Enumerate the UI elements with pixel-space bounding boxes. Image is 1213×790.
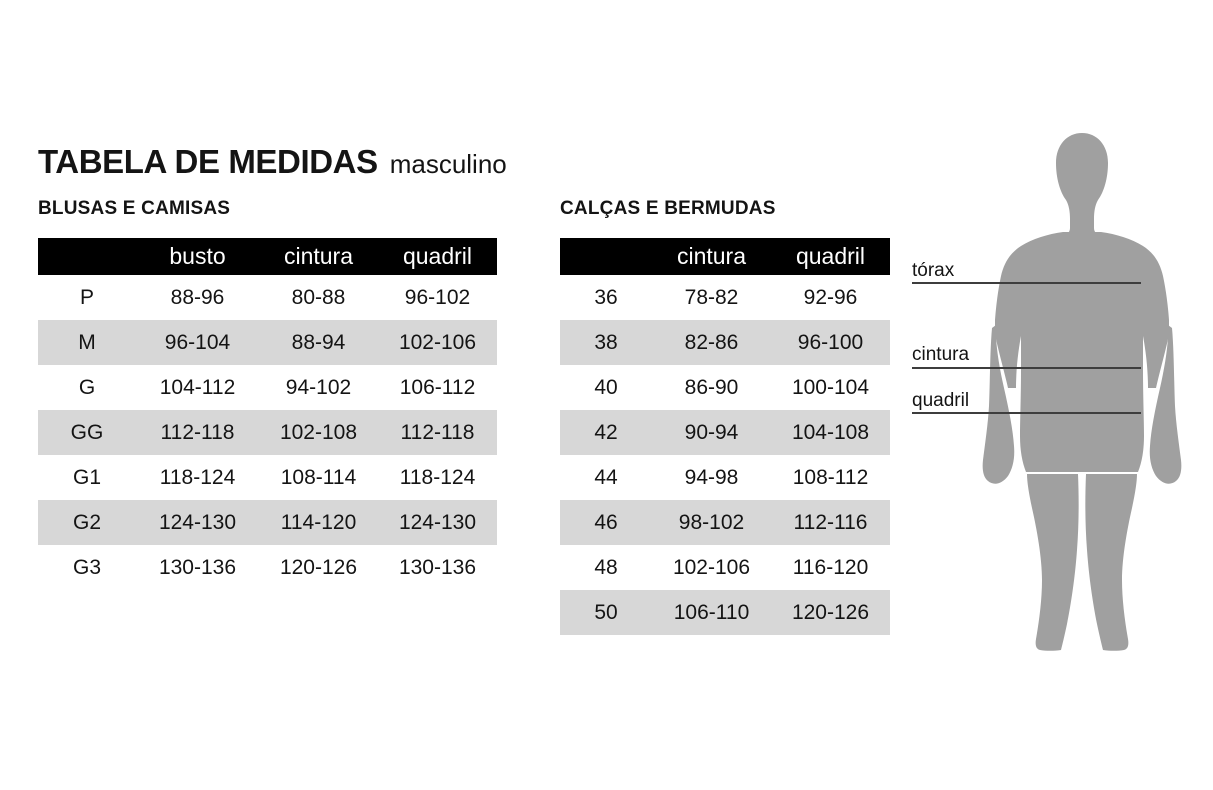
table-row: G 104-112 94-102 106-112 — [38, 365, 497, 410]
cell-quadril: 124-130 — [398, 511, 477, 534]
cell-size: G3 — [72, 556, 101, 579]
cell-size: 38 — [594, 331, 618, 354]
cell-size: 36 — [594, 286, 618, 309]
cell-cintura: 114-120 — [280, 511, 357, 534]
cell-quadril: 130-136 — [398, 556, 477, 579]
cell-quadril: 120-126 — [791, 601, 870, 624]
table-row: G1 118-124 108-114 118-124 — [38, 455, 497, 500]
cell-cintura: 106-110 — [673, 601, 750, 624]
page-title: TABELA DE MEDIDAS masculino — [38, 145, 507, 178]
annotation-label-quadril: quadril — [912, 390, 970, 411]
cell-cintura: 82-86 — [684, 331, 739, 354]
cell-size: G1 — [72, 466, 101, 489]
column-header-quadril: quadril — [795, 243, 866, 269]
table-row: 48 102-106 116-120 — [560, 545, 890, 590]
cell-cintura: 98-102 — [678, 511, 745, 534]
page-title-subtitle: masculino — [389, 149, 507, 179]
cell-cintura: 120-126 — [279, 556, 358, 579]
cell-cintura: 102-106 — [672, 556, 751, 579]
cell-cintura: 102-108 — [279, 421, 358, 444]
table-row: GG 112-118 102-108 112-118 — [38, 410, 497, 455]
table-header-row: busto cintura quadril — [38, 238, 497, 275]
cell-quadril: 102-106 — [398, 331, 477, 354]
annotation-label-cintura: cintura — [912, 344, 970, 365]
cell-cintura: 94-102 — [285, 376, 352, 399]
column-header-cintura: cintura — [676, 243, 747, 269]
cell-busto: 130-136 — [158, 556, 237, 579]
annotation-line-quadril — [912, 412, 1141, 414]
cell-cintura: 88-94 — [291, 331, 346, 354]
cell-quadril: 116-120 — [792, 556, 869, 579]
table-row: 40 86-90 100-104 — [560, 365, 890, 410]
cell-quadril: 106-112 — [399, 376, 476, 399]
cell-quadril: 100-104 — [791, 376, 870, 399]
column-header-quadril: quadril — [402, 243, 473, 269]
annotation-line-torax — [912, 282, 1141, 284]
table-row: 36 78-82 92-96 — [560, 275, 890, 320]
cell-size: 50 — [594, 601, 618, 624]
table-row: G2 124-130 114-120 124-130 — [38, 500, 497, 545]
table-row: 50 106-110 120-126 — [560, 590, 890, 635]
cell-busto: 118-124 — [159, 466, 236, 489]
cell-size: 40 — [594, 376, 618, 399]
cell-quadril: 112-116 — [793, 511, 868, 534]
cell-size: G2 — [72, 511, 101, 534]
cell-cintura: 94-98 — [684, 466, 739, 489]
annotation-label-torax: tórax — [912, 260, 955, 281]
cell-busto: 124-130 — [158, 511, 237, 534]
section-caption-bottoms: CALÇAS E BERMUDAS — [560, 198, 776, 219]
cell-quadril: 118-124 — [399, 466, 476, 489]
table-row: 38 82-86 96-100 — [560, 320, 890, 365]
page-title-main: TABELA DE MEDIDAS — [38, 143, 378, 180]
cell-size: M — [78, 331, 96, 354]
table-row: M 96-104 88-94 102-106 — [38, 320, 497, 365]
cell-cintura: 80-88 — [291, 286, 346, 309]
size-table-tops: busto cintura quadril P 88-96 80-88 96-102 … — [38, 238, 497, 590]
cell-cintura: 78-82 — [684, 286, 739, 309]
cell-busto: 88-96 — [170, 286, 225, 309]
column-header-busto: busto — [169, 243, 226, 269]
cell-busto: 96-104 — [164, 331, 231, 354]
column-header-size — [38, 238, 136, 275]
cell-size: GG — [70, 421, 104, 444]
cell-quadril: 104-108 — [791, 421, 870, 444]
table-row: P 88-96 80-88 96-102 — [38, 275, 497, 320]
annotation-line-cintura — [912, 367, 1141, 369]
cell-cintura: 86-90 — [684, 376, 739, 399]
table-row: 44 94-98 108-112 — [560, 455, 890, 500]
cell-busto: 104-112 — [159, 376, 236, 399]
cell-cintura: 90-94 — [684, 421, 739, 444]
cell-cintura: 108-114 — [280, 466, 357, 489]
cell-size: 42 — [594, 421, 618, 444]
column-header-size — [560, 238, 652, 275]
cell-size: 46 — [594, 511, 618, 534]
table-row: G3 130-136 120-126 130-136 — [38, 545, 497, 590]
cell-quadril: 112-118 — [400, 421, 475, 444]
column-header-cintura: cintura — [283, 243, 354, 269]
cell-busto: 112-118 — [160, 421, 235, 444]
cell-size: 48 — [594, 556, 618, 579]
table-header-row: cintura quadril — [560, 238, 890, 275]
size-table-bottoms: cintura quadril 36 78-82 92-96 38 82-86 96-1… — [560, 238, 890, 635]
table-row: 46 98-102 112-116 — [560, 500, 890, 545]
cell-size: 44 — [594, 466, 618, 489]
section-caption-tops: BLUSAS E CAMISAS — [38, 198, 231, 219]
table-row: 42 90-94 104-108 — [560, 410, 890, 455]
cell-size: G — [78, 376, 96, 399]
cell-quadril: 92-96 — [803, 286, 858, 309]
cell-quadril: 108-112 — [792, 466, 869, 489]
cell-quadril: 96-100 — [797, 331, 864, 354]
cell-size: P — [79, 286, 94, 309]
cell-quadril: 96-102 — [404, 286, 471, 309]
